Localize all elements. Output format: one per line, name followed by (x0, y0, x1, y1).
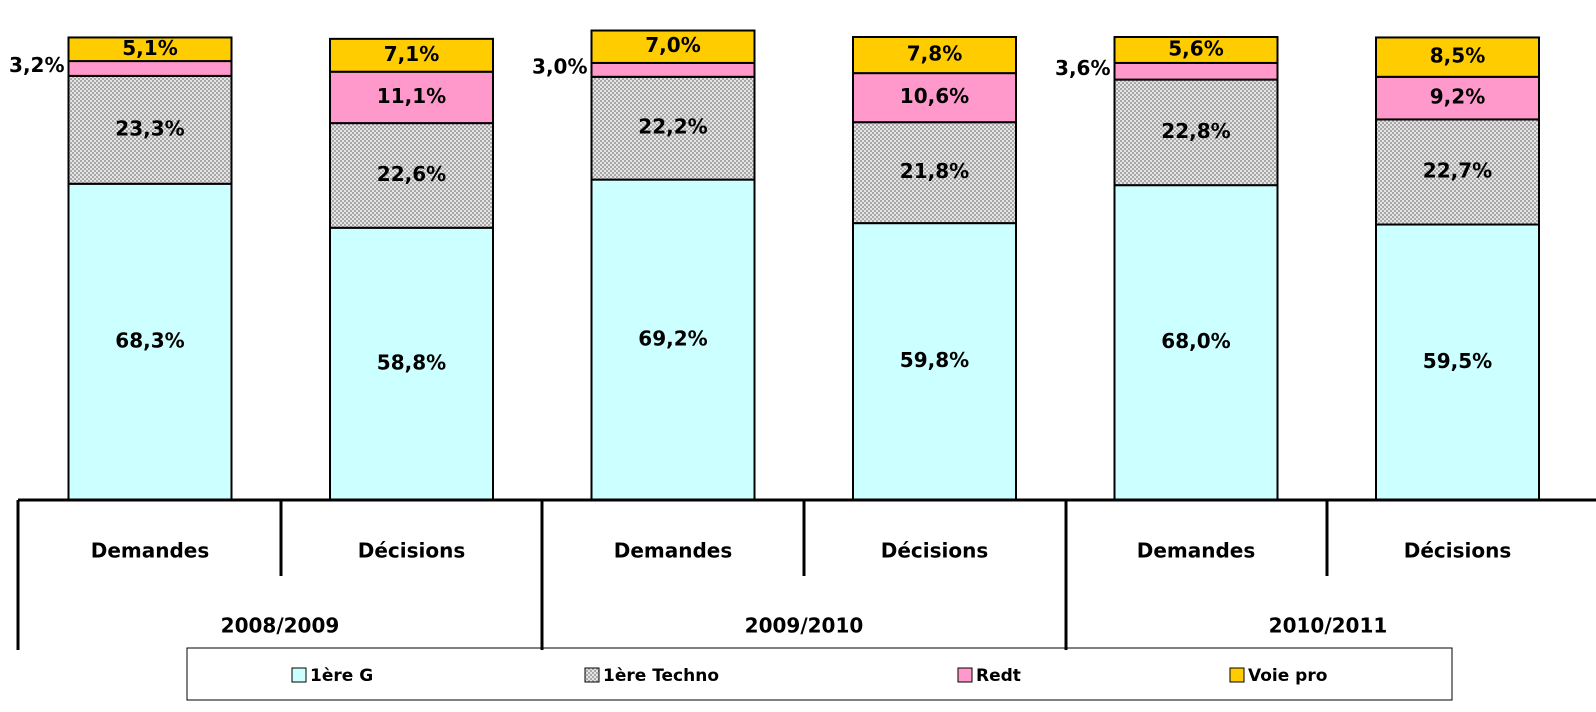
legend-label: 1ère G (310, 666, 373, 686)
group-label: 2010/2011 (1269, 614, 1388, 638)
bar-segment (1113, 78, 1279, 187)
value-label: 3,6% (1055, 56, 1110, 80)
bar-segment (1375, 36, 1540, 78)
bar-segment (67, 60, 233, 77)
value-label: 22,8% (1161, 119, 1230, 143)
value-label: 68,3% (115, 328, 184, 352)
value-label: 3,2% (9, 53, 64, 77)
bar-segment (852, 36, 1017, 75)
bar-segment (1375, 118, 1540, 226)
bar-segment (329, 70, 494, 125)
bar-segment (590, 75, 756, 181)
x-tick-label: Demandes (1137, 539, 1256, 563)
bar-segment (1113, 36, 1279, 64)
bar-segment (1375, 223, 1540, 501)
value-label: 5,6% (1168, 36, 1223, 60)
bar-segment (329, 37, 494, 73)
value-label: 68,0% (1161, 329, 1230, 353)
legend-swatch (957, 667, 973, 683)
legend-label: Redt (976, 666, 1021, 686)
value-label: 59,5% (1423, 349, 1492, 373)
bar-segment (852, 72, 1017, 124)
value-label: 59,8% (900, 348, 969, 372)
bar-segment (67, 182, 233, 501)
legend-label: 1ère Techno (603, 666, 719, 686)
bar-segment (590, 178, 756, 501)
value-label: 9,2% (1430, 85, 1485, 109)
legend-swatch (584, 667, 600, 683)
bar-segment (329, 122, 494, 229)
value-label: 69,2% (638, 326, 707, 350)
bar-segment (590, 29, 756, 64)
value-label: 7,8% (907, 42, 962, 66)
value-label: 5,1% (122, 36, 177, 60)
value-label: 7,1% (384, 42, 439, 66)
value-label: 7,0% (645, 33, 700, 57)
value-label: 22,2% (638, 115, 707, 139)
value-label: 11,1% (377, 84, 446, 108)
legend-swatch (1229, 667, 1245, 683)
bar-segment (852, 121, 1017, 225)
bar-segment (1113, 61, 1279, 81)
group-label: 2008/2009 (221, 614, 340, 638)
x-tick-label: Décisions (881, 539, 989, 563)
group-label: 2009/2010 (745, 614, 864, 638)
x-tick-label: Décisions (358, 539, 466, 563)
value-label: 22,7% (1423, 158, 1492, 182)
value-label: 23,3% (115, 116, 184, 140)
value-label: 10,6% (900, 84, 969, 108)
value-label: 58,8% (377, 350, 446, 374)
bar-segment (1375, 75, 1540, 121)
bar-segment (1113, 184, 1279, 501)
x-tick-label: Demandes (614, 539, 733, 563)
bar-segment (329, 226, 494, 501)
bar-segment (67, 36, 233, 63)
value-label: 3,0% (532, 54, 587, 78)
value-label: 8,5% (1430, 44, 1485, 68)
legend-label: Voie pro (1248, 666, 1327, 686)
x-tick-label: Décisions (1404, 539, 1512, 563)
legend-swatch (291, 667, 307, 683)
value-label: 22,6% (377, 162, 446, 186)
value-label: 21,8% (900, 159, 969, 183)
bar-segment (590, 61, 756, 78)
x-tick-label: Demandes (91, 539, 210, 563)
